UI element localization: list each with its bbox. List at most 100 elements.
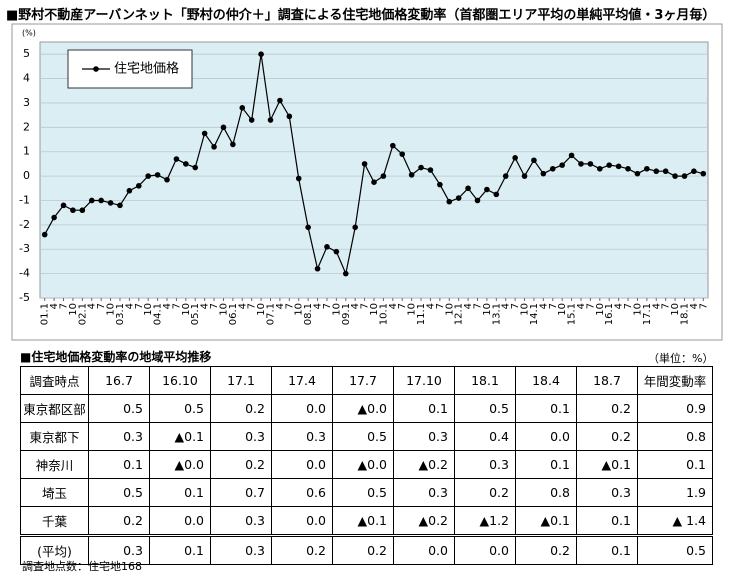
- table-row: 神奈川 0.1 ▲0.0 0.2 0.0 ▲0.0 ▲0.2 0.3 0.1 ▲0.1 0.1: [20, 450, 713, 479]
- header-cell: 18.1: [454, 366, 516, 395]
- data-point: [51, 214, 57, 221]
- x-tick-label: 7: [585, 303, 596, 309]
- data-point: [154, 172, 161, 178]
- data-point: [625, 165, 631, 172]
- table-cell: ▲0.2: [393, 450, 455, 479]
- x-tick-label: 04.1: [153, 303, 164, 325]
- x-tick-label: 4: [651, 303, 662, 309]
- x-tick-label: 13.1: [491, 303, 502, 325]
- data-point: [239, 105, 246, 111]
- data-point: [427, 167, 434, 173]
- header-cell: 18.7: [576, 366, 638, 395]
- data-point: [672, 173, 678, 179]
- row-header: 東京都区部: [20, 394, 89, 423]
- data-point: [107, 200, 114, 206]
- table-cell: 0.1: [149, 534, 211, 565]
- x-tick-label: 4: [313, 303, 324, 309]
- data-point: [408, 172, 415, 178]
- header-cell: 17.7: [332, 366, 394, 395]
- data-point: [126, 187, 133, 194]
- x-tick-label: 4: [425, 303, 436, 309]
- x-tick-label: 14.1: [529, 303, 540, 325]
- table-cell: 0.1: [393, 394, 455, 423]
- table-cell: 0.8: [515, 478, 577, 507]
- legend-marker: [93, 66, 99, 72]
- data-point: [192, 164, 199, 171]
- row-header: 神奈川: [20, 450, 89, 479]
- x-tick-label: 7: [247, 303, 258, 309]
- x-tick-label: 4: [124, 303, 135, 309]
- table-cell: 0.3: [210, 534, 272, 565]
- x-tick-label: 08.1: [303, 303, 314, 325]
- x-tick-label: 4: [689, 303, 700, 309]
- data-point: [361, 161, 368, 167]
- legend-label: 住宅地価格: [114, 61, 179, 77]
- x-tick-label: 15.1: [567, 303, 578, 325]
- table-cell: 0.9: [637, 394, 713, 423]
- x-tick-label: 7: [171, 303, 182, 309]
- table-cell: 0.5: [454, 394, 516, 423]
- x-tick-label: 10: [482, 303, 493, 316]
- table-cell: 0.0: [454, 534, 516, 565]
- data-point: [474, 197, 481, 204]
- data-point: [248, 117, 255, 123]
- table-cell: 0.5: [332, 478, 394, 507]
- x-tick-label: 4: [87, 303, 98, 309]
- table-cell: 0.1: [637, 450, 713, 479]
- x-tick-label: 10: [632, 303, 643, 316]
- x-tick-label: 4: [388, 303, 399, 309]
- data-point: [135, 183, 142, 189]
- table-cell: 0.5: [149, 394, 211, 423]
- table-cell: 0.1: [515, 450, 577, 479]
- header-row: 調査時点 16.7 16.10 17.1 17.4 17.7 17.10 18.1 18.4 18…: [20, 366, 713, 395]
- table-cell: 0.0: [149, 506, 211, 536]
- x-tick-label: 4: [463, 303, 474, 309]
- data-point: [606, 162, 613, 168]
- y-tick-label: 4: [23, 72, 30, 85]
- table: 調査時点 16.7 16.10 17.1 17.4 17.7 17.10 18.1 18.4 18…: [20, 366, 713, 565]
- table-cell: 1.9: [637, 478, 713, 507]
- table-cell: 0.2: [332, 534, 394, 565]
- data-point: [644, 165, 650, 172]
- x-tick-label: 10: [106, 303, 117, 316]
- y-tick-label: 3: [23, 96, 30, 109]
- data-point: [324, 244, 330, 250]
- table-cell: ▲0.0: [332, 450, 394, 479]
- x-tick-label: 10: [595, 303, 606, 316]
- data-point: [342, 270, 349, 277]
- x-tick-label: 4: [501, 303, 512, 309]
- table-cell: 0.3: [454, 450, 516, 479]
- data-point: [587, 161, 594, 167]
- x-tick-label: 06.1: [228, 303, 239, 325]
- table-cell: ▲0.0: [332, 394, 394, 423]
- table-row: 埼玉 0.5 0.1 0.7 0.6 0.5 0.3 0.2 0.8 0.3 1.9: [20, 478, 713, 507]
- y-tick-label: 1: [23, 145, 30, 158]
- data-point: [220, 124, 227, 131]
- data-point: [493, 191, 500, 198]
- y-tick-label: -5: [19, 291, 30, 304]
- table-cell: 0.8: [637, 422, 713, 451]
- table-cell: 0.7: [210, 478, 272, 507]
- header-cell: 16.10: [149, 366, 211, 395]
- x-tick-label: 12.1: [454, 303, 465, 325]
- y-tick-label: -4: [19, 267, 30, 280]
- x-tick-label: 11.1: [416, 303, 427, 325]
- x-tick-label: 10: [181, 303, 192, 316]
- data-point: [662, 168, 669, 175]
- x-tick-label: 4: [237, 303, 248, 309]
- table-cell: 0.3: [271, 422, 333, 451]
- table-cell: 0.1: [88, 450, 150, 479]
- data-point: [418, 164, 424, 171]
- x-tick-label: 7: [698, 303, 709, 309]
- data-point: [531, 157, 537, 164]
- data-point: [295, 175, 302, 182]
- x-tick-label: 10: [68, 303, 79, 316]
- x-tick-label: 10: [407, 303, 418, 316]
- data-point: [390, 142, 396, 149]
- data-point: [230, 141, 236, 148]
- table-row: 東京都区部 0.5 0.5 0.2 0.0 ▲0.0 0.1 0.5 0.1 0.2 0.9: [20, 394, 713, 423]
- x-tick-label: 4: [275, 303, 286, 309]
- x-tick-label: 7: [59, 303, 70, 309]
- x-tick-label: 10: [557, 303, 568, 316]
